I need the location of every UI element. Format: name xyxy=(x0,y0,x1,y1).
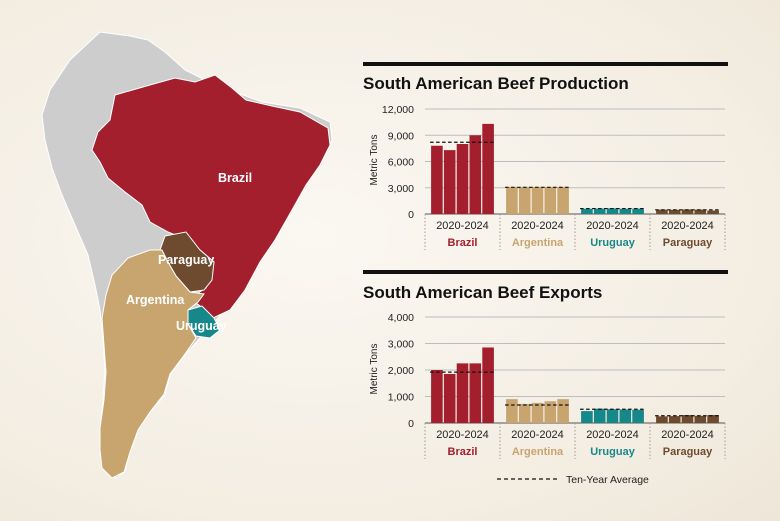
production-chart-title: South American Beef Production xyxy=(363,74,629,93)
y-tick-label: 0 xyxy=(408,418,414,430)
bar-uruguay xyxy=(606,409,619,423)
exports-chart: South American Beef Exports Metric Tons … xyxy=(363,270,728,459)
bar-paraguay xyxy=(681,415,694,423)
bar-brazil xyxy=(456,363,469,423)
bar-paraguay xyxy=(668,416,681,423)
bar-paraguay xyxy=(707,415,719,423)
map-label-argentina: Argentina xyxy=(126,293,185,307)
x-period-label: 2020-2024 xyxy=(661,429,714,441)
y-tick-label: 6,000 xyxy=(388,157,414,169)
legend: Ten-Year Average xyxy=(497,474,649,486)
x-period-label: 2020-2024 xyxy=(661,220,714,232)
bar-argentina xyxy=(557,399,569,423)
map-label-paraguay: Paraguay xyxy=(158,253,214,267)
x-country-label: Brazil xyxy=(448,446,478,458)
bar-argentina xyxy=(531,186,544,214)
x-country-label: Brazil xyxy=(448,237,478,249)
x-period-label: 2020-2024 xyxy=(586,220,639,232)
production-y-axis-label: Metric Tons xyxy=(369,135,380,186)
x-country-label: Argentina xyxy=(512,237,564,249)
map-label-uruguay: Uruguay xyxy=(176,319,227,333)
y-tick-label: 1,000 xyxy=(388,392,414,404)
x-country-label: Argentina xyxy=(512,446,564,458)
y-tick-label: 2,000 xyxy=(388,365,414,377)
bar-paraguay xyxy=(656,416,668,423)
x-country-label: Paraguay xyxy=(663,446,713,458)
bar-brazil xyxy=(469,363,482,423)
south-america-map: Brazil Paraguay Argentina Uruguay xyxy=(41,31,333,479)
x-country-label: Paraguay xyxy=(663,237,713,249)
bar-uruguay xyxy=(619,208,632,214)
bar-brazil xyxy=(469,135,482,214)
bar-paraguay xyxy=(656,209,668,214)
bar-brazil xyxy=(456,144,469,214)
bar-uruguay xyxy=(593,208,606,214)
title-rule xyxy=(363,62,728,66)
bar-argentina xyxy=(544,186,557,214)
x-country-label: Uruguay xyxy=(590,446,636,458)
y-tick-label: 9,000 xyxy=(388,130,414,142)
country-brazil xyxy=(91,74,331,319)
y-tick-label: 3,000 xyxy=(388,339,414,351)
bar-brazil xyxy=(431,145,443,214)
x-period-label: 2020-2024 xyxy=(436,429,489,441)
bar-brazil xyxy=(443,150,456,214)
bar-argentina xyxy=(506,399,518,423)
exports-chart-title: South American Beef Exports xyxy=(363,283,602,302)
bar-uruguay xyxy=(581,208,593,214)
bar-uruguay xyxy=(593,408,606,423)
y-tick-label: 0 xyxy=(408,209,414,221)
bar-argentina xyxy=(518,403,531,423)
bar-argentina xyxy=(518,186,531,214)
x-country-label: Uruguay xyxy=(590,237,636,249)
bar-brazil xyxy=(482,123,494,214)
country-argentina xyxy=(99,249,205,479)
bar-argentina xyxy=(544,401,557,423)
bar-argentina xyxy=(531,402,544,423)
bar-uruguay xyxy=(581,411,593,423)
bar-uruguay xyxy=(606,208,619,214)
bar-uruguay xyxy=(619,409,632,423)
bar-paraguay xyxy=(694,415,707,423)
bar-paraguay xyxy=(681,209,694,214)
y-tick-label: 4,000 xyxy=(388,312,414,324)
bar-uruguay xyxy=(632,409,644,423)
x-period-label: 2020-2024 xyxy=(511,429,564,441)
x-period-label: 2020-2024 xyxy=(436,220,489,232)
bar-paraguay xyxy=(707,210,719,214)
bar-argentina xyxy=(506,186,518,214)
bar-uruguay xyxy=(632,208,644,214)
x-period-label: 2020-2024 xyxy=(586,429,639,441)
bar-brazil xyxy=(482,347,494,423)
y-tick-label: 12,000 xyxy=(382,104,414,116)
title-rule xyxy=(363,270,728,274)
bar-argentina xyxy=(557,186,569,214)
exports-y-axis-label: Metric Tons xyxy=(369,344,380,395)
x-period-label: 2020-2024 xyxy=(511,220,564,232)
bar-brazil xyxy=(443,373,456,423)
map-label-brazil: Brazil xyxy=(218,171,252,185)
production-chart: South American Beef Production Metric To… xyxy=(363,62,728,250)
bar-paraguay xyxy=(668,209,681,214)
bar-brazil xyxy=(431,370,443,423)
y-tick-label: 3,000 xyxy=(388,183,414,195)
bar-paraguay xyxy=(694,209,707,214)
legend-average-label: Ten-Year Average xyxy=(566,474,649,486)
